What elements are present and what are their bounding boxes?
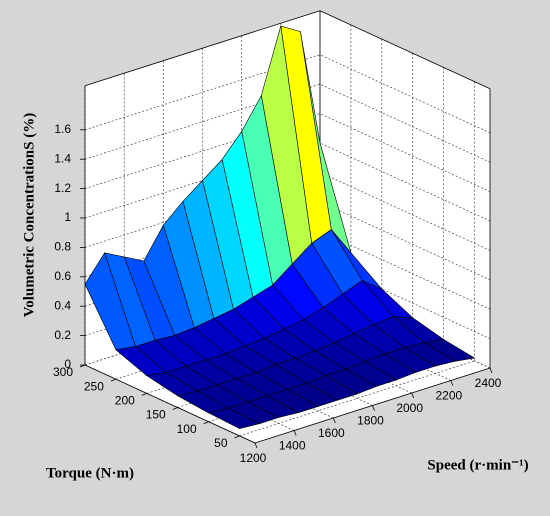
- y-grid-line: [239, 81, 475, 437]
- z-axis-label: Volumetric ConcentrationS (%): [21, 113, 37, 317]
- y-tick-label: 300: [53, 365, 73, 379]
- y-tick: [203, 421, 209, 425]
- z-tick-label: 0.2: [54, 328, 71, 342]
- y-tick-label: 200: [115, 394, 135, 408]
- y-grid-line: [115, 24, 352, 380]
- surface-patch: [207, 407, 260, 429]
- y-tick: [234, 435, 240, 439]
- z-tick-label: 0.4: [54, 298, 71, 312]
- y-tick-label: 100: [177, 422, 197, 436]
- z-tick-label: 0.6: [54, 269, 71, 283]
- z-tick-label: 0: [64, 357, 71, 371]
- x-tick: [411, 392, 415, 399]
- x-grid-line: [162, 60, 334, 419]
- x-tick-label: 2000: [396, 401, 423, 415]
- x-tick-label: 1400: [279, 439, 306, 453]
- z-tick-label: 1.4: [54, 151, 71, 165]
- x-tick-label: 1800: [357, 414, 384, 428]
- x-tick-label: 1600: [318, 426, 345, 440]
- x-tick: [293, 430, 297, 436]
- z-tick-label: 1.2: [54, 181, 71, 195]
- x-axis-label: Speed (r·min⁻¹): [427, 457, 528, 473]
- y-tick-label: 150: [146, 408, 166, 422]
- y-tick-label: 250: [84, 379, 104, 393]
- x-tick: [372, 405, 375, 411]
- y-tick: [141, 392, 147, 396]
- x-grid-line: [202, 48, 373, 406]
- x-tick-label: 1200: [240, 451, 267, 465]
- axis-edge: [84, 364, 256, 444]
- z-tick-label: 1: [64, 210, 71, 224]
- axis-edge: [319, 10, 491, 90]
- y-grid-line: [146, 39, 383, 394]
- axis-edge: [84, 10, 321, 87]
- x-tick-label: 2200: [435, 389, 462, 403]
- x-tick-label: 2400: [475, 376, 502, 390]
- y-tick: [172, 407, 178, 410]
- x-tick: [254, 442, 258, 449]
- x-tick: [489, 367, 493, 374]
- x-tick: [332, 417, 336, 424]
- y-axis-label: Torque (N·m): [46, 465, 134, 481]
- y-grid-line: [177, 53, 414, 408]
- y-grid-line: [208, 67, 444, 423]
- y-tick: [79, 364, 86, 368]
- z-tick-label: 1.6: [54, 122, 71, 136]
- z-tick-label: 0.8: [54, 240, 71, 254]
- y-tick: [110, 378, 117, 382]
- x-grid-line: [123, 73, 295, 431]
- y-tick-label: 50: [214, 436, 228, 450]
- x-tick: [450, 380, 454, 386]
- x-grid-line: [241, 35, 412, 394]
